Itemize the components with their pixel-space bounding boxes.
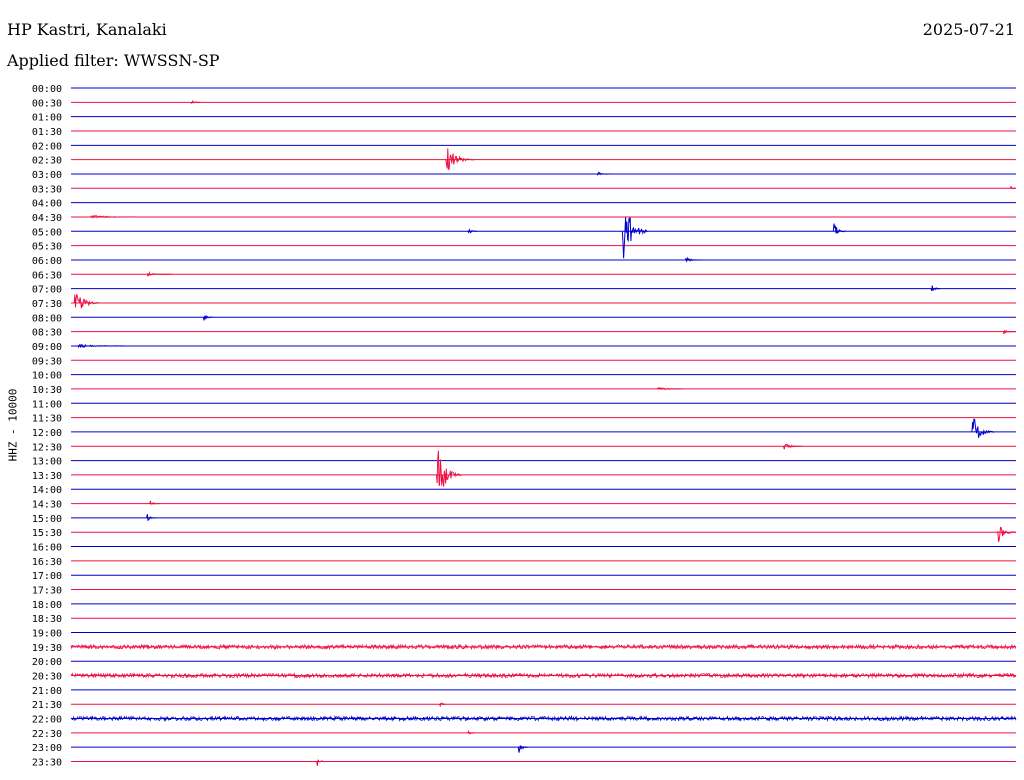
row-label: 13:30: [32, 471, 62, 482]
row-label: 21:00: [32, 686, 62, 697]
row-label: 04:30: [32, 213, 62, 224]
row-label: 06:30: [32, 270, 62, 281]
seismic-event: [833, 224, 846, 234]
row-label: 01:00: [32, 113, 62, 124]
seismic-event: [191, 101, 201, 103]
row-label: 17:30: [32, 586, 62, 597]
row-label: 01:30: [32, 127, 62, 138]
row-label: 15:30: [32, 528, 62, 539]
row-label: 14:30: [32, 500, 62, 511]
row-label: 13:00: [32, 457, 62, 468]
seismic-event: [685, 258, 704, 261]
row-label: 07:30: [32, 299, 62, 310]
row-label: 16:00: [32, 543, 62, 554]
row-label: 21:30: [32, 700, 62, 711]
row-label: 22:00: [32, 715, 62, 726]
seismic-event: [440, 703, 446, 706]
row-label: 02:00: [32, 141, 62, 152]
row-labels: 00:00 00:30 01:00 01:30 02:00 02:30 03:00 03:30…: [32, 84, 62, 769]
row-label: 17:00: [32, 571, 62, 582]
seismic-event: [468, 230, 477, 233]
row-label: 10:30: [32, 385, 62, 396]
row-label: 00:00: [32, 84, 62, 95]
seismic-event: [597, 173, 613, 175]
seismic-event: [446, 148, 474, 169]
row-label: 08:30: [32, 328, 62, 339]
seismic-event: [71, 674, 1016, 678]
seismic-event: [518, 746, 528, 753]
row-label: 03:30: [32, 184, 62, 195]
seismic-event: [317, 760, 326, 766]
row-label: 06:00: [32, 256, 62, 267]
row-label: 11:30: [32, 414, 62, 425]
row-label: 05:30: [32, 242, 62, 253]
seismic-event: [150, 501, 159, 504]
row-label: 14:00: [32, 485, 62, 496]
seismic-event: [77, 345, 124, 348]
row-label: 05:00: [32, 227, 62, 238]
row-label: 22:30: [32, 729, 62, 740]
row-label: 19:00: [32, 629, 62, 640]
seismic-event: [468, 731, 474, 733]
row-label: 09:00: [32, 342, 62, 353]
row-label: 23:00: [32, 743, 62, 754]
seismic-event: [783, 445, 802, 450]
row-label: 08:00: [32, 313, 62, 324]
seismic-event: [90, 216, 137, 218]
row-label: 10:00: [32, 371, 62, 382]
row-label: 02:30: [32, 156, 62, 167]
row-label: 18:30: [32, 614, 62, 625]
seismic-event: [972, 419, 994, 438]
row-label: 09:30: [32, 356, 62, 367]
row-label: 16:30: [32, 557, 62, 568]
row-label: 12:00: [32, 428, 62, 439]
row-label: 11:00: [32, 399, 62, 410]
seismic-event: [622, 217, 647, 258]
seismic-event: [436, 451, 461, 487]
row-label: 04:00: [32, 199, 62, 210]
row-label: 23:30: [32, 758, 62, 769]
seismic-event: [74, 294, 99, 308]
row-label: 19:30: [32, 643, 62, 654]
row-label: 18:00: [32, 600, 62, 611]
seismic-event: [1003, 330, 1016, 334]
row-label: 03:00: [32, 170, 62, 181]
row-label: 07:00: [32, 285, 62, 296]
row-label: 15:00: [32, 514, 62, 525]
row-label: 20:30: [32, 672, 62, 683]
row-label: 12:30: [32, 442, 62, 453]
seismic-event: [147, 514, 157, 521]
seismic-event: [997, 528, 1016, 542]
row-label: 00:30: [32, 98, 62, 109]
seismic-event: [203, 316, 213, 320]
row-label: 20:00: [32, 657, 62, 668]
